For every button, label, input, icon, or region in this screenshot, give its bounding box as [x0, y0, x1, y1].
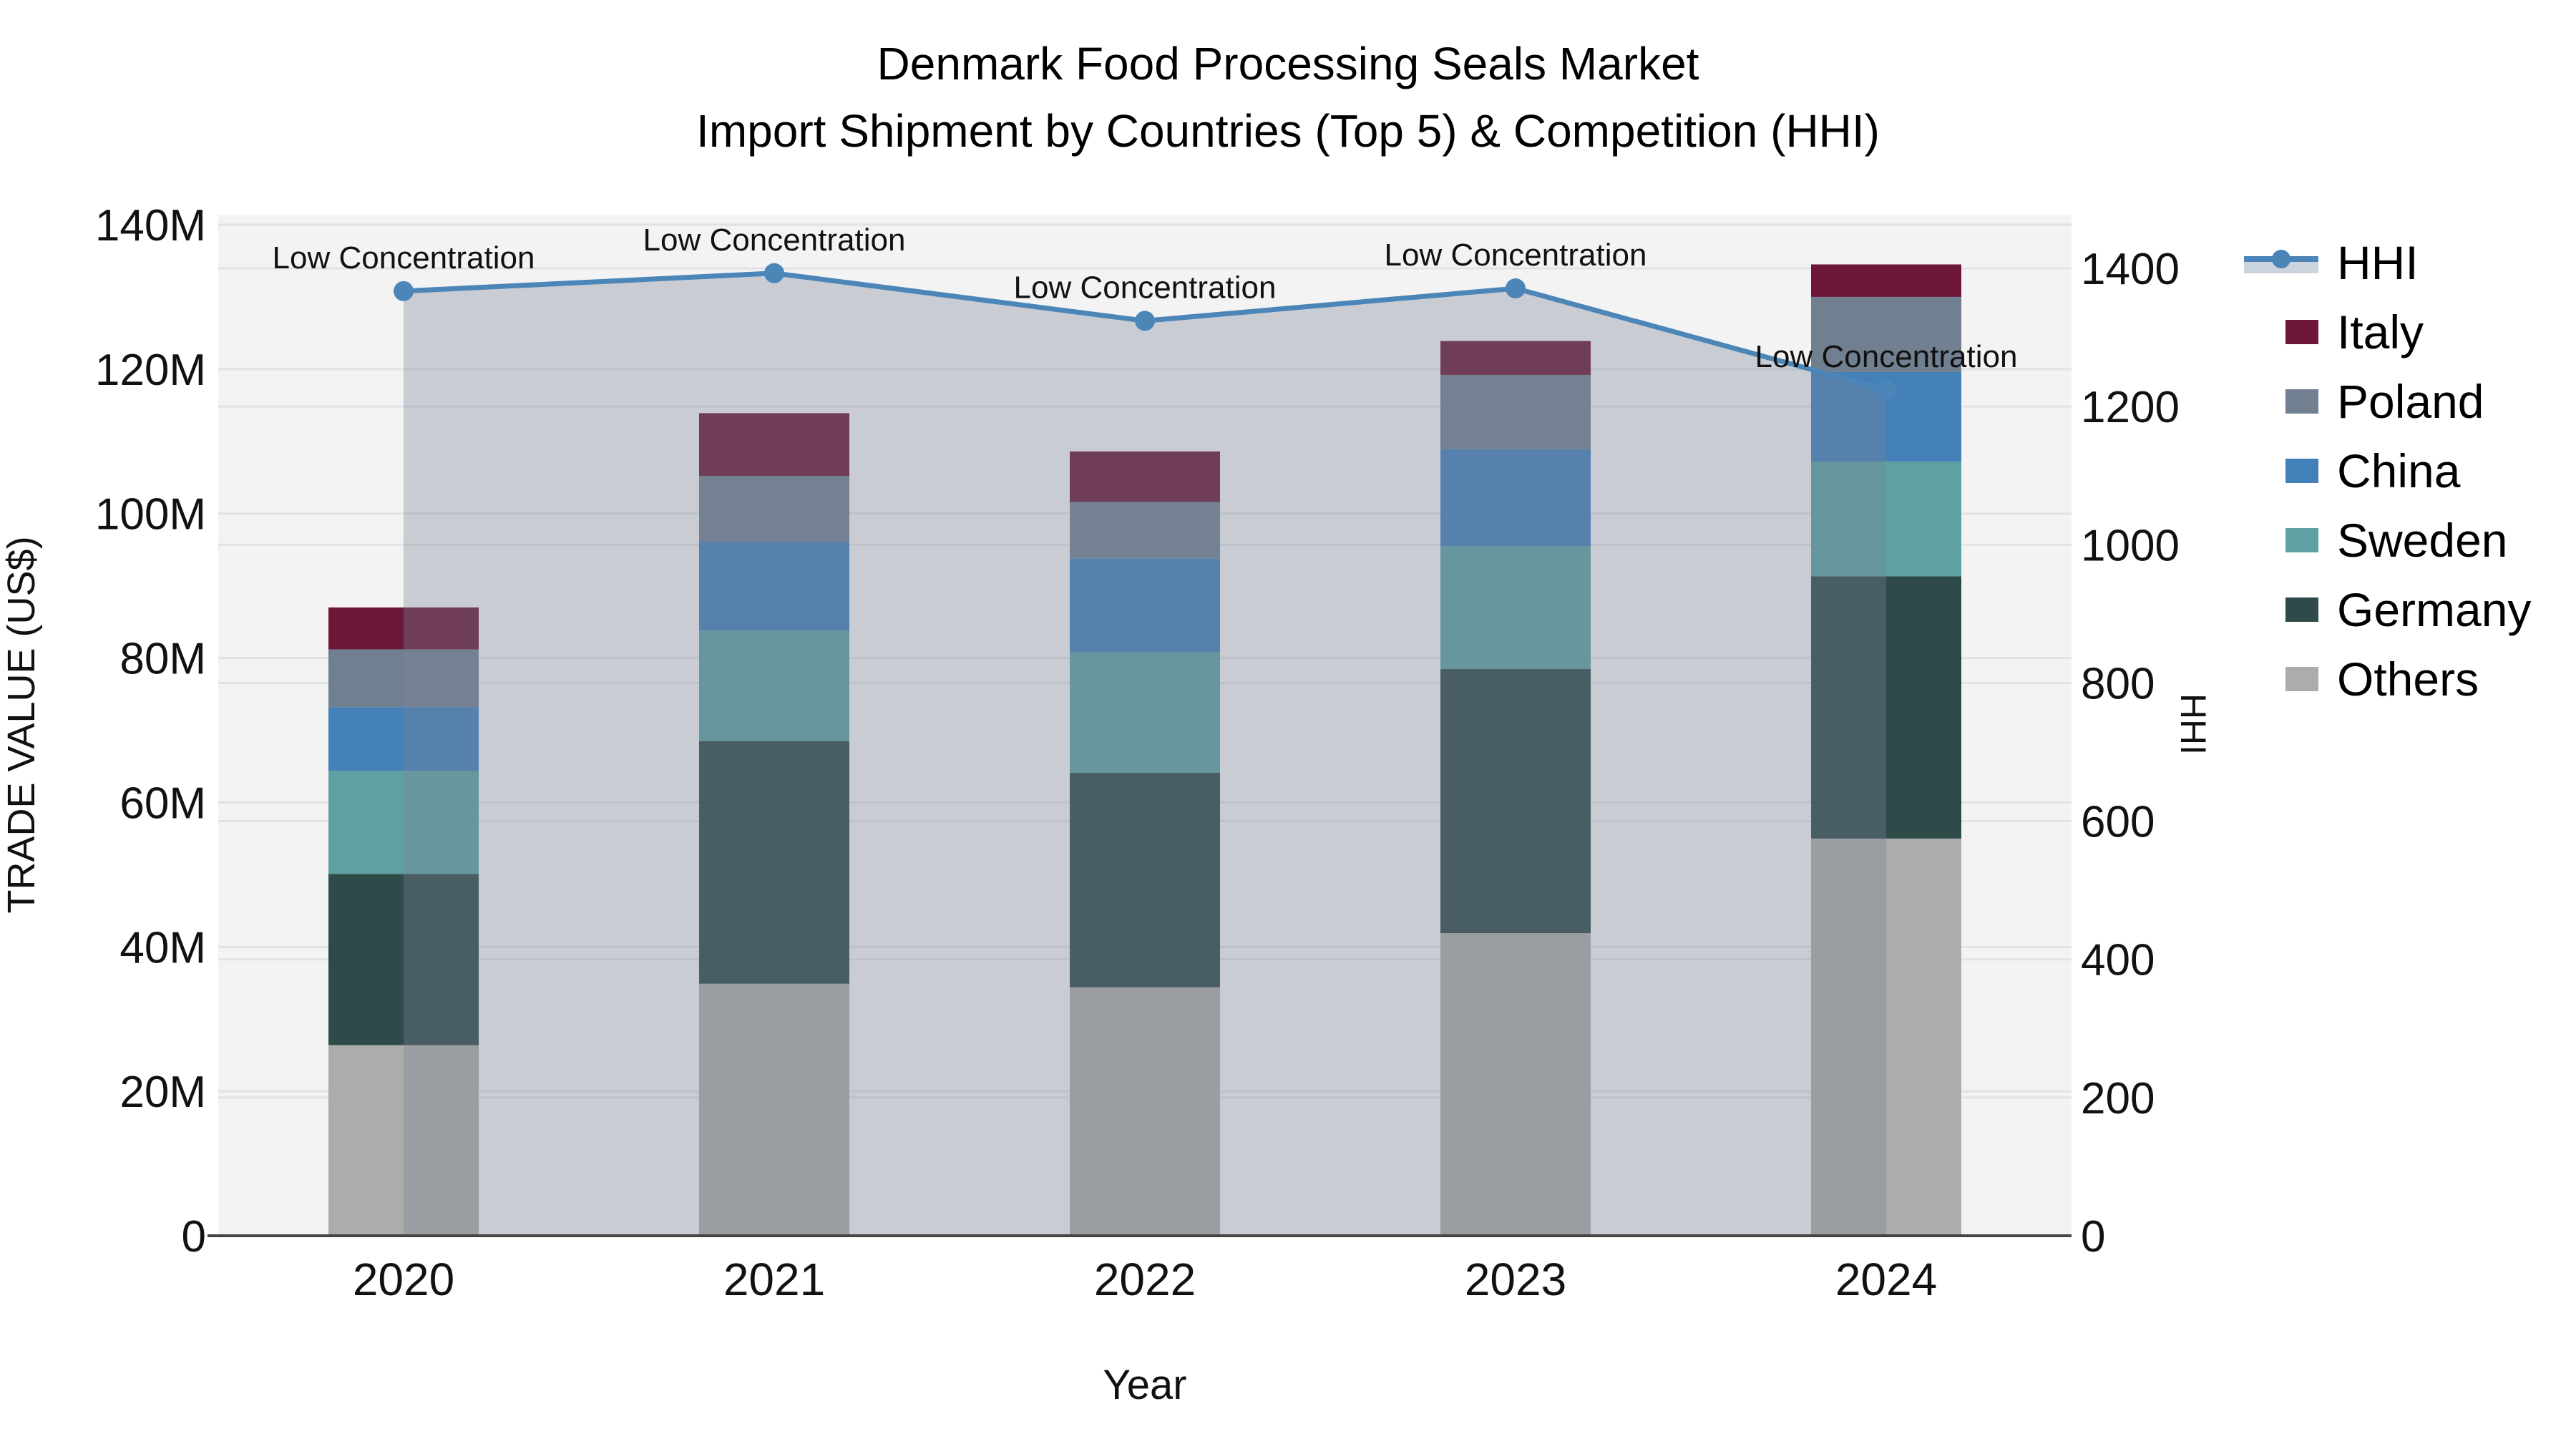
bar-segment-italy-2020: [328, 607, 479, 650]
bar-segment-poland-2024: [1811, 296, 1961, 372]
legend-label: Italy: [2337, 305, 2424, 358]
legend-swatch-icon: [2238, 319, 2318, 344]
bar-segment-china-2023: [1440, 449, 1591, 547]
right-tick-label: 0: [2081, 1212, 2105, 1262]
legend-label: Others: [2337, 652, 2479, 706]
left-tick-label: 140M: [95, 201, 206, 250]
right-tick-label: 1000: [2081, 521, 2180, 570]
annotation-2020: Low Concentration: [273, 240, 535, 275]
legend-item-poland[interactable]: Poland: [2238, 366, 2531, 436]
legend-swatch-icon: [2238, 458, 2318, 483]
legend-item-china[interactable]: China: [2238, 436, 2531, 505]
annotation-2023: Low Concentration: [1385, 238, 1647, 273]
bar-segment-germany-2020: [328, 874, 479, 1045]
bar-segment-sweden-2020: [328, 771, 479, 874]
legend-swatch-icon: [2238, 597, 2318, 622]
legend-label: Sweden: [2337, 513, 2508, 567]
x-tick-label-2022: 2022: [1094, 1254, 1196, 1305]
bar-segment-poland-2022: [1070, 502, 1220, 559]
bar-segment-poland-2021: [699, 476, 849, 542]
y-axis-title-left: TRADE VALUE (US$): [0, 536, 43, 913]
bar-segment-italy-2023: [1440, 341, 1591, 375]
legend-swatch-icon: [2238, 389, 2318, 414]
hhi-marker-2024: [1876, 379, 1896, 400]
legend-label: HHI: [2337, 235, 2419, 289]
chart-title: Denmark Food Processing Seals Market: [877, 38, 1699, 89]
left-tick-label: 40M: [119, 923, 206, 972]
legend: HHI Italy Poland China Sweden Germany Others: [2238, 228, 2531, 713]
bar-segment-others-2022: [1070, 987, 1220, 1236]
bar-segment-china-2022: [1070, 558, 1220, 653]
y-axis-title-right: HHI: [2173, 693, 2213, 755]
chart-subtitle: Import Shipment by Countries (Top 5) & C…: [696, 105, 1880, 157]
bar-segment-italy-2024: [1811, 264, 1961, 297]
bar-segment-sweden-2024: [1811, 462, 1961, 577]
bar-segment-poland-2023: [1440, 374, 1591, 449]
legend-item-germany[interactable]: Germany: [2238, 575, 2531, 644]
annotation-2021: Low Concentration: [643, 223, 906, 258]
annotation-2022: Low Concentration: [1014, 270, 1277, 305]
bar-segment-germany-2021: [699, 741, 849, 984]
right-tick-label: 1400: [2081, 245, 2180, 294]
legend-item-hhi[interactable]: HHI: [2238, 228, 2531, 297]
right-tick-label: 600: [2081, 798, 2155, 847]
bar-segment-sweden-2021: [699, 630, 849, 741]
hhi-marker-2023: [1506, 278, 1526, 299]
bar-segment-china-2021: [699, 542, 849, 631]
legend-item-italy[interactable]: Italy: [2238, 297, 2531, 366]
bar-segment-others-2021: [699, 983, 849, 1236]
bar-segment-germany-2024: [1811, 576, 1961, 839]
bar-segment-others-2020: [328, 1045, 479, 1236]
hhi-marker-2020: [394, 280, 414, 301]
left-tick-label: 60M: [119, 779, 206, 828]
left-tick-label: 80M: [119, 635, 206, 684]
legend-item-others[interactable]: Others: [2238, 644, 2531, 713]
left-tick-label: 0: [182, 1212, 206, 1262]
legend-label: Poland: [2337, 374, 2484, 428]
right-tick-label: 1200: [2081, 383, 2180, 432]
x-axis-title: Year: [1103, 1362, 1186, 1408]
hhi-line-icon: [2238, 248, 2318, 278]
right-tick-label: 800: [2081, 659, 2155, 708]
x-tick-label-2020: 2020: [353, 1254, 454, 1305]
bar-segment-others-2023: [1440, 933, 1591, 1236]
x-tick-label-2021: 2021: [723, 1254, 825, 1305]
left-tick-label: 20M: [119, 1068, 206, 1117]
hhi-marker-2021: [764, 263, 784, 283]
hhi-area-fill: [404, 273, 1886, 1236]
bar-segment-china-2020: [328, 707, 479, 771]
bar-segment-sweden-2022: [1070, 652, 1220, 774]
legend-swatch-icon: [2238, 527, 2318, 552]
legend-label: Germany: [2337, 582, 2532, 636]
bar-segment-italy-2021: [699, 413, 849, 477]
bar-segment-sweden-2023: [1440, 546, 1591, 669]
annotation-2024: Low Concentration: [1755, 339, 2018, 374]
bar-segment-poland-2020: [328, 649, 479, 708]
bar-segment-others-2024: [1811, 838, 1961, 1236]
bar-segment-italy-2022: [1070, 451, 1220, 502]
hhi-marker-2022: [1135, 311, 1155, 331]
right-tick-label: 200: [2081, 1074, 2155, 1123]
x-tick-label-2023: 2023: [1465, 1254, 1566, 1305]
legend-label: China: [2337, 444, 2461, 497]
right-tick-label: 400: [2081, 936, 2155, 985]
bar-segment-germany-2023: [1440, 668, 1591, 934]
bar-segment-germany-2022: [1070, 773, 1220, 987]
x-tick-label-2024: 2024: [1835, 1254, 1937, 1305]
left-tick-label: 100M: [95, 490, 206, 540]
left-tick-label: 120M: [95, 346, 206, 395]
legend-item-sweden[interactable]: Sweden: [2238, 505, 2531, 575]
legend-swatch-icon: [2238, 666, 2318, 691]
